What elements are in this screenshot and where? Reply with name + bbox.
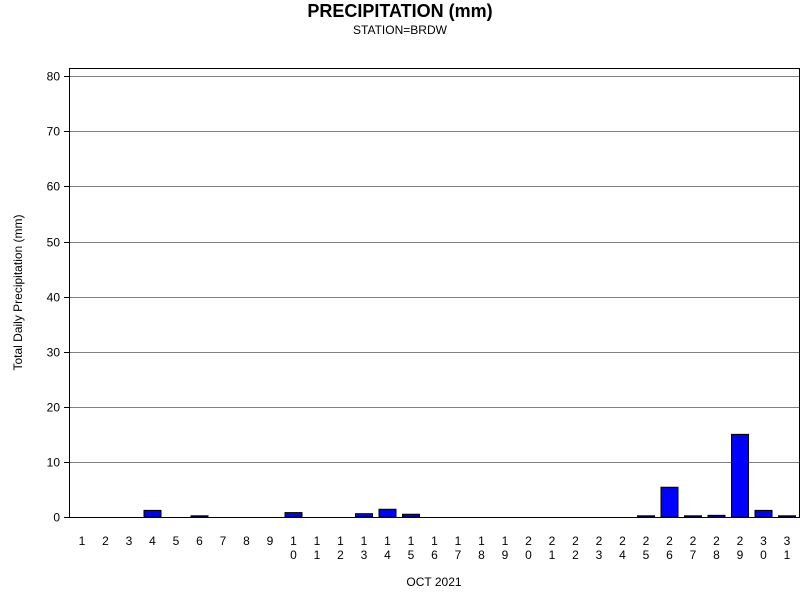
x-tick-label: 1	[337, 534, 344, 548]
x-tick-label: 1	[408, 534, 415, 548]
x-tick-label: 8	[478, 548, 485, 562]
y-tick-label: 50	[47, 236, 61, 250]
x-axis: 1 2 3 4 5 6 7 8 9 1011121314151617181920212223242…	[79, 534, 791, 562]
x-tick-label: 8	[713, 548, 720, 562]
x-tick-label: 1	[431, 534, 438, 548]
bar-series	[143, 433, 796, 518]
x-tick-label: 1	[384, 534, 391, 548]
x-tick-label: 1	[314, 534, 321, 548]
x-tick-label: 2	[737, 534, 744, 548]
bar	[778, 515, 796, 518]
x-tick-label: 2	[643, 534, 650, 548]
x-tick-label: 4	[619, 548, 626, 562]
bar	[637, 515, 655, 518]
y-tick-label: 60	[47, 180, 61, 194]
x-tick-label: 1	[549, 548, 556, 562]
x-tick-label: 9	[502, 548, 509, 562]
x-tick-label: 6	[431, 548, 438, 562]
bar	[378, 508, 397, 518]
bar	[402, 513, 420, 518]
x-tick-label: 3	[596, 548, 603, 562]
bar	[143, 509, 162, 518]
x-tick-label: 2	[525, 534, 532, 548]
x-tick-label: 1	[361, 534, 368, 548]
x-tick-label: 2	[337, 548, 344, 562]
x-tick-label: 0	[290, 548, 297, 562]
x-tick-label: 1	[314, 548, 321, 562]
x-tick-label: 2	[596, 534, 603, 548]
x-tick-label: 3	[784, 534, 791, 548]
y-tick-label: 10	[47, 456, 61, 470]
x-tick-label: 0	[760, 548, 767, 562]
y-tick-label: 20	[47, 401, 61, 415]
x-tick-label: 2	[549, 534, 556, 548]
y-axis: 0 10 20 30 40 50 60 70 80	[47, 70, 69, 525]
x-tick-label: 2	[690, 534, 697, 548]
bar	[190, 515, 209, 518]
x-tick-label: 2	[619, 534, 626, 548]
x-tick-label: 7	[690, 548, 697, 562]
bar	[754, 509, 773, 518]
x-tick-label: 9	[267, 534, 274, 548]
x-tick-label: 5	[408, 548, 415, 562]
bar	[684, 515, 702, 518]
x-tick-label: 2	[572, 534, 579, 548]
chart-title: PRECIPITATION (mm)	[307, 1, 493, 21]
y-axis-label: Total Daily Precipitation (mm)	[11, 214, 25, 370]
x-tick-label: 5	[643, 548, 650, 562]
y-tick-label: 0	[53, 511, 60, 525]
plot-frame	[69, 68, 800, 518]
x-tick-label: 6	[666, 548, 673, 562]
x-tick-label: 2	[572, 548, 579, 562]
x-tick-label: 2	[666, 534, 673, 548]
y-tick-label: 80	[47, 70, 61, 84]
x-tick-label: 3	[126, 534, 133, 548]
grid-lines	[69, 76, 799, 463]
x-axis-label: OCT 2021	[406, 575, 461, 589]
x-tick-label: 1	[784, 548, 791, 562]
x-tick-label: 4	[149, 534, 156, 548]
x-tick-label: 2	[102, 534, 109, 548]
x-tick-label: 1	[502, 534, 509, 548]
x-tick-label: 2	[713, 534, 720, 548]
y-tick-label: 30	[47, 346, 61, 360]
x-tick-label: 7	[220, 534, 227, 548]
bar	[284, 512, 303, 518]
y-tick-label: 40	[47, 291, 61, 305]
x-tick-label: 0	[525, 548, 532, 562]
x-tick-label: 1	[455, 534, 462, 548]
bar	[731, 433, 749, 518]
bar	[660, 486, 679, 518]
bar	[355, 513, 373, 518]
x-tick-label: 3	[760, 534, 767, 548]
x-tick-label: 1	[478, 534, 485, 548]
x-tick-label: 8	[243, 534, 250, 548]
bar	[707, 514, 726, 518]
x-tick-label: 1	[290, 534, 297, 548]
chart-subtitle: STATION=BRDW	[353, 23, 447, 37]
x-tick-label: 5	[173, 534, 180, 548]
x-tick-label: 3	[361, 548, 368, 562]
x-tick-label: 9	[737, 548, 744, 562]
y-tick-label: 70	[47, 125, 61, 139]
x-tick-label: 6	[196, 534, 203, 548]
x-tick-label: 4	[384, 548, 391, 562]
x-tick-label: 1	[79, 534, 86, 548]
x-tick-label: 7	[455, 548, 462, 562]
